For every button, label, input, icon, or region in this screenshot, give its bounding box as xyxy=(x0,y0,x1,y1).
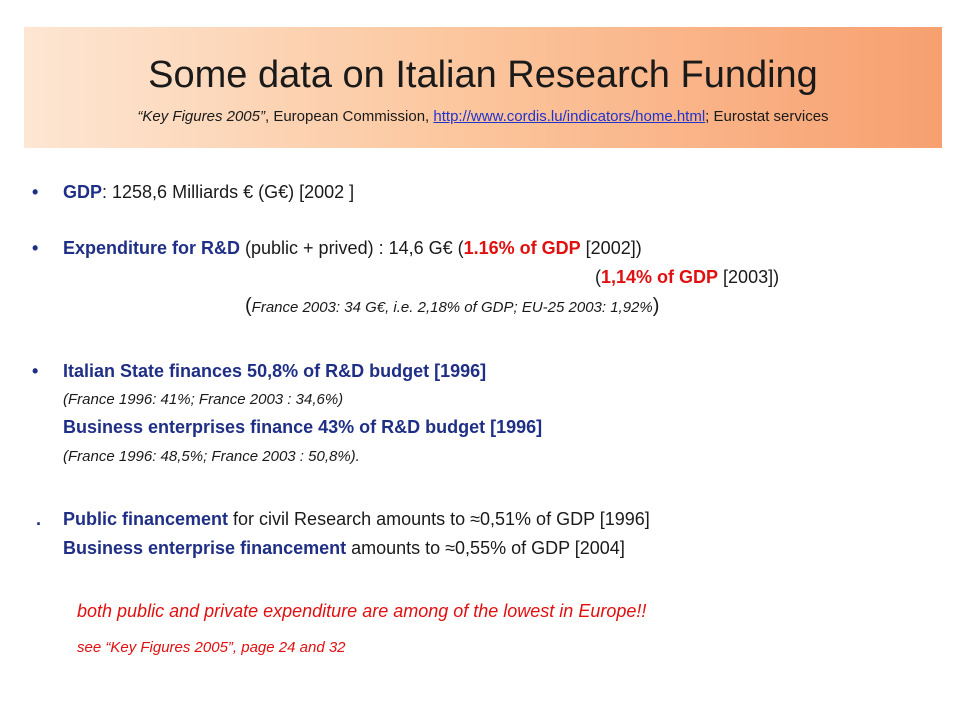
gdp-line: GDP: 1258,6 Milliards € (G€) [2002 ] xyxy=(63,181,354,203)
cordis-link[interactable]: http://www.cordis.lu/indicators/home.htm… xyxy=(433,108,706,125)
rd2-open: ( xyxy=(595,267,601,287)
france-compare-line: (France 2003: 34 G€, i.e. 2,18% of GDP; … xyxy=(245,295,659,319)
bullet-rd: • xyxy=(32,238,39,258)
rd-year-2002: [2002]) xyxy=(580,238,642,258)
bullet-state: • xyxy=(32,361,39,381)
rd-line: Expenditure for R&D (public + prived) : … xyxy=(63,237,642,259)
rd-label: Expenditure for R&D xyxy=(63,238,241,258)
gdp-value: : 1258,6 Milliards € (G€) [2002 ] xyxy=(102,182,355,202)
state-finance-note: (France 1996: 41%; France 2003 : 34,6%) xyxy=(63,391,344,408)
subtitle-mid: , European Commission, xyxy=(264,108,434,125)
rd-year-2003: [2003]) xyxy=(718,267,780,287)
france-close: ) xyxy=(652,295,660,317)
enterprise-financement-label: Business enterprise financement xyxy=(63,538,347,558)
business-finance-note: (France 1996: 48,5%; France 2003 : 50,8%… xyxy=(63,448,360,465)
slide-title: Some data on Italian Research Funding xyxy=(148,54,818,96)
rd-pct-2003: 1,14% of GDP xyxy=(601,267,719,287)
rd-rest: (public + prived) : 14,6 G€ ( xyxy=(240,238,464,258)
public-financement-label: Public financement xyxy=(63,509,229,529)
bullet-public: . xyxy=(36,509,42,529)
bullet-gdp: • xyxy=(32,182,39,202)
title-banner: Some data on Italian Research Funding “K… xyxy=(24,27,942,148)
subtitle-quote: “Key Figures 2005” xyxy=(137,108,265,125)
state-finance-line: Italian State finances 50,8% of R&D budg… xyxy=(63,361,487,381)
conclusion-text: both public and private expenditure are … xyxy=(77,601,647,621)
public-financement-rest: for civil Research amounts to ≈0,51% of … xyxy=(228,509,650,529)
enterprise-financement-line: Business enterprise financement amounts … xyxy=(63,537,625,559)
public-financement-line: Public financement for civil Research am… xyxy=(63,508,650,530)
rd-line-2003: (1,14% of GDP [2003]) xyxy=(595,266,779,288)
gdp-label: GDP xyxy=(63,182,103,202)
france-open: ( xyxy=(245,295,252,317)
slide-subtitle: “Key Figures 2005”, European Commission,… xyxy=(24,108,942,126)
business-finance-line: Business enterprises finance 43% of R&D … xyxy=(63,417,543,437)
see-reference-text: see “Key Figures 2005”, page 24 and 32 xyxy=(77,639,346,656)
france-compare-text: France 2003: 34 G€, i.e. 2,18% of GDP; E… xyxy=(251,299,653,316)
enterprise-financement-rest: amounts to ≈0,55% of GDP [2004] xyxy=(346,538,625,558)
subtitle-end: ; Eurostat services xyxy=(705,108,829,125)
rd-pct-2002: 1.16% of GDP xyxy=(463,238,581,258)
